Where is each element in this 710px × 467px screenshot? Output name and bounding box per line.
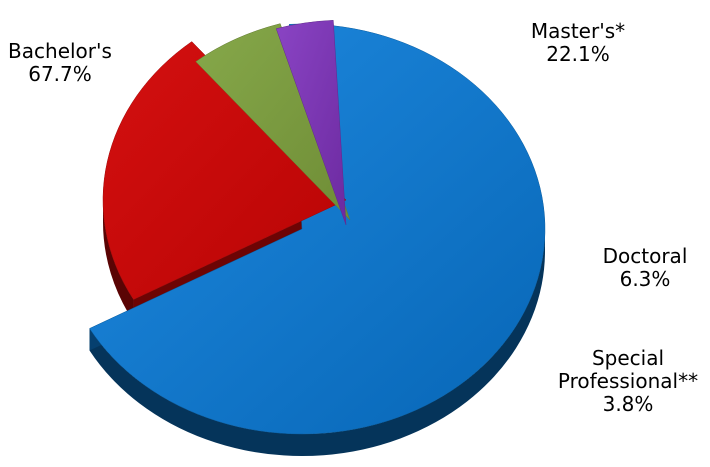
slice-special-professional bbox=[275, 20, 347, 226]
slice-value-label: 67.7% bbox=[28, 62, 92, 86]
slice-category-label: Special bbox=[592, 346, 664, 370]
slice-masters bbox=[102, 41, 347, 300]
label-bachelors: Bachelor's 67.7% bbox=[8, 39, 112, 86]
slice-category-label: Bachelor's bbox=[8, 39, 112, 63]
slice-category-label: Doctoral bbox=[603, 244, 688, 268]
slice-value-label: 6.3% bbox=[620, 267, 671, 291]
slice-value-label: 3.8% bbox=[603, 392, 654, 416]
pie-labels: Bachelor's 67.7% Master's* 22.1% Doctoral 6.3… bbox=[8, 19, 698, 416]
slice-value-label: 22.1% bbox=[546, 42, 610, 66]
slice-side-masters bbox=[103, 200, 134, 322]
slice-bachelors bbox=[89, 23, 546, 435]
label-doctoral: Doctoral 6.3% bbox=[603, 244, 688, 291]
pie-top-layer bbox=[89, 20, 546, 435]
label-special-professional: Special Professional** 3.8% bbox=[558, 346, 698, 416]
slice-category-label: Professional** bbox=[558, 369, 698, 393]
slice-category-label: Master's* bbox=[531, 19, 625, 43]
slice-doctoral bbox=[195, 23, 351, 221]
label-masters: Master's* 22.1% bbox=[531, 19, 625, 66]
